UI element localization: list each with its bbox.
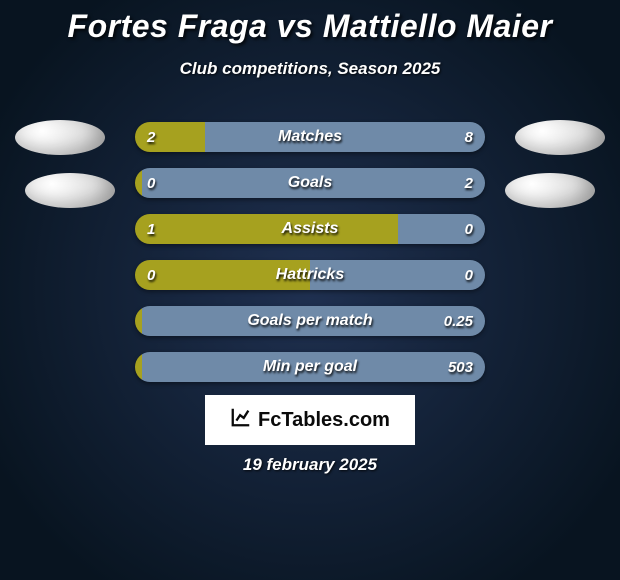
bar-value-left: 0 bbox=[147, 260, 155, 290]
bar-label: Min per goal bbox=[135, 352, 485, 382]
bar-label: Assists bbox=[135, 214, 485, 244]
bar-label: Goals bbox=[135, 168, 485, 198]
bar-label: Hattricks bbox=[135, 260, 485, 290]
bar-value-left: 1 bbox=[147, 214, 155, 244]
avatar-placeholder-right-2 bbox=[505, 173, 595, 208]
bar-value-right: 0 bbox=[465, 214, 473, 244]
date-text: 19 february 2025 bbox=[0, 455, 620, 475]
stats-bars-container: Matches28Goals02Assists10Hattricks00Goal… bbox=[135, 122, 485, 398]
avatar-placeholder-left-1 bbox=[15, 120, 105, 155]
avatar-placeholder-left-2 bbox=[25, 173, 115, 208]
comparison-infographic: Fortes Fraga vs Mattiello Maier Club com… bbox=[0, 0, 620, 580]
bar-value-right: 0 bbox=[465, 260, 473, 290]
bar-value-right: 0.25 bbox=[444, 306, 473, 336]
bar-value-right: 8 bbox=[465, 122, 473, 152]
stat-bar: Assists1 0 bbox=[135, 214, 485, 244]
page-title: Fortes Fraga vs Mattiello Maier bbox=[0, 0, 620, 45]
stat-bar: Hattricks0 0 bbox=[135, 260, 485, 290]
stat-bar: Matches2 8 bbox=[135, 122, 485, 152]
bar-label: Matches bbox=[135, 122, 485, 152]
stat-bar: Goals0 2 bbox=[135, 168, 485, 198]
bar-value-right: 503 bbox=[448, 352, 473, 382]
logo-text: FcTables.com bbox=[258, 409, 390, 432]
subtitle: Club competitions, Season 2025 bbox=[0, 59, 620, 79]
bar-label: Goals per match bbox=[135, 306, 485, 336]
logo-box: FcTables.com bbox=[205, 395, 415, 445]
stat-bar: Min per goal503 bbox=[135, 352, 485, 382]
chart-icon bbox=[230, 406, 252, 434]
bar-value-left: 2 bbox=[147, 122, 155, 152]
bar-value-right: 2 bbox=[465, 168, 473, 198]
stat-bar: Goals per match0.25 bbox=[135, 306, 485, 336]
bar-value-left: 0 bbox=[147, 168, 155, 198]
avatar-placeholder-right-1 bbox=[515, 120, 605, 155]
